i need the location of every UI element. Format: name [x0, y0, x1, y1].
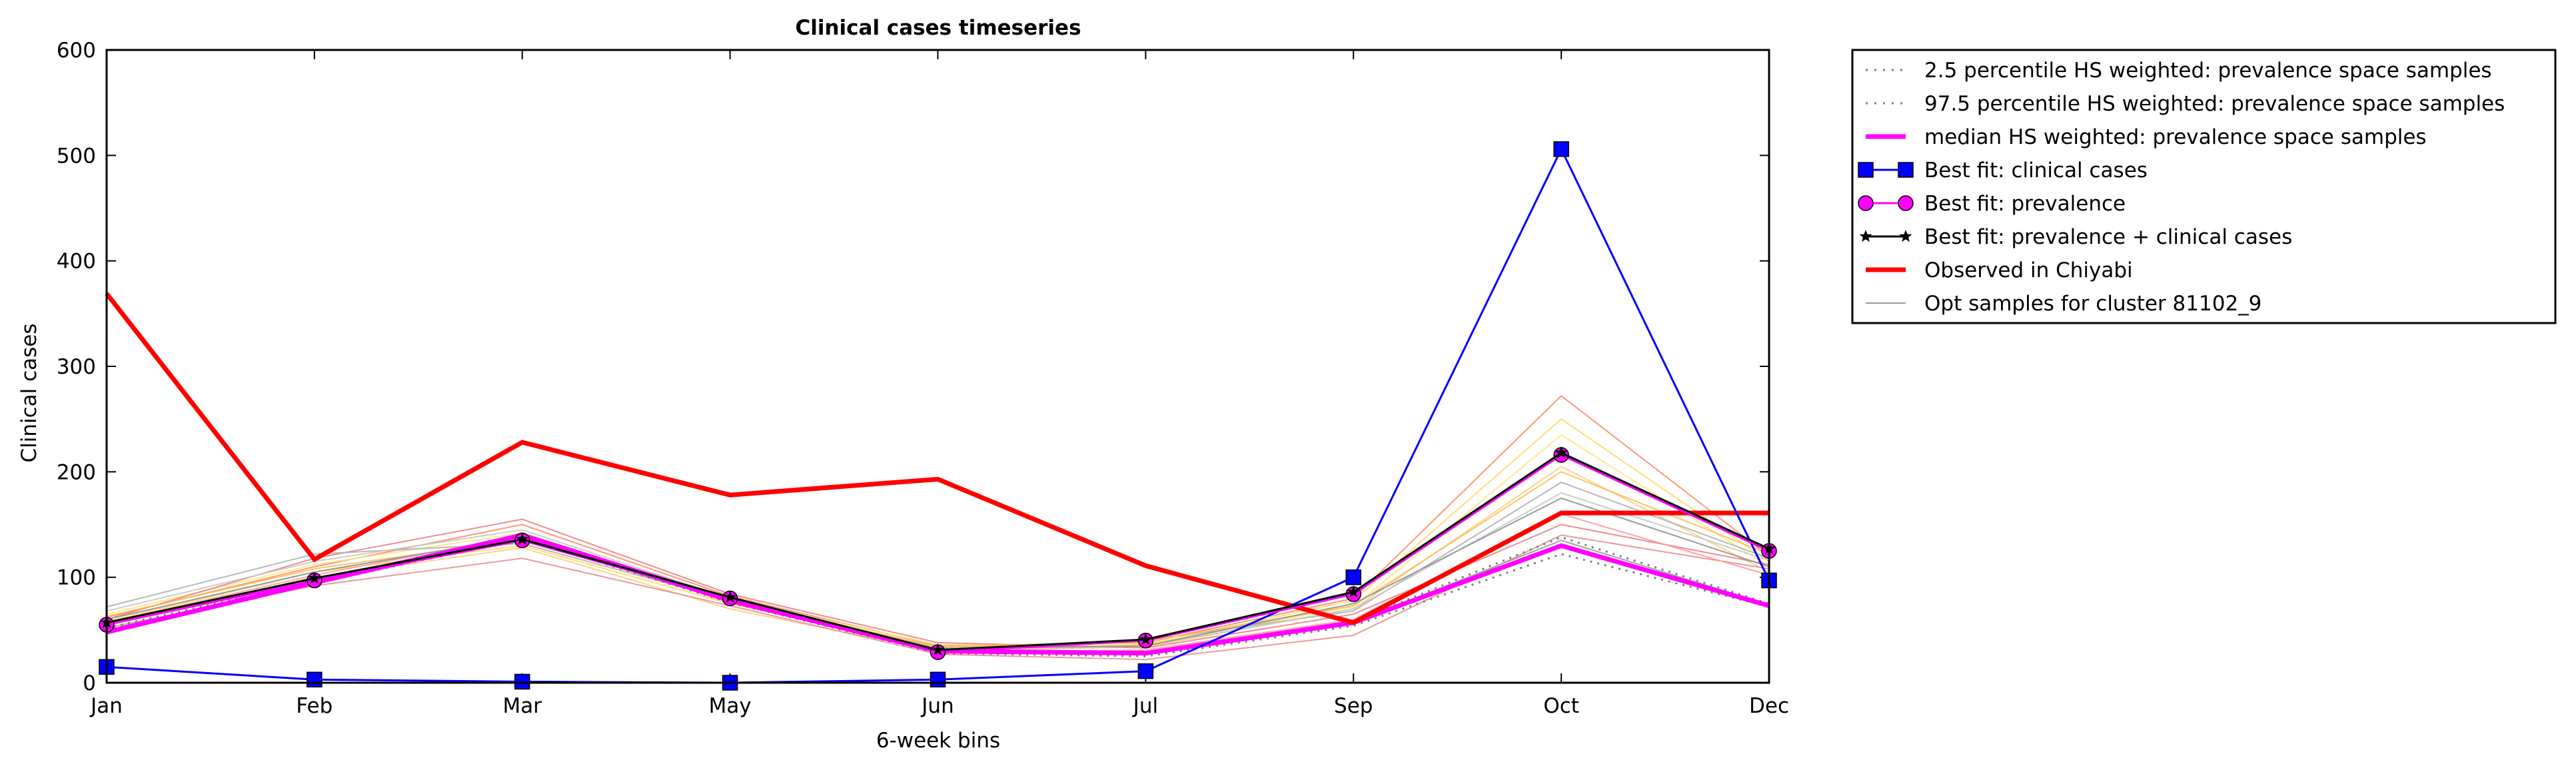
legend-label: median HS weighted: prevalence space sam…: [1924, 125, 2427, 149]
plot-area: 0 100 200 300 400 500 600 Jan Feb Mar May Jun Jul Sep…: [57, 39, 1789, 718]
legend-box: [1851, 49, 2557, 324]
legend-marker-square: [1858, 162, 1874, 178]
best-fit-clinical-point: [1553, 141, 1569, 157]
x-tick-label: Oct: [1543, 694, 1579, 718]
best-fit-clinical-point: [307, 671, 322, 687]
legend: 2.5 percentile HS weighted: prevalence s…: [1851, 49, 2557, 324]
best-fit-clinical-point: [1137, 663, 1154, 679]
y-tick-label: 400: [57, 250, 96, 274]
best-fit-both-point: [1555, 446, 1568, 458]
legend-label: Best fit: clinical cases: [1924, 159, 2148, 183]
best-fit-clinical-line: [106, 147, 1770, 684]
best-fit-both-point: [516, 532, 529, 545]
legend-label: Observed in Chiyabi: [1924, 258, 2133, 282]
best-fit-prevalence-line: [106, 454, 1770, 653]
x-tick-label: Jan: [89, 694, 123, 718]
axes-frame: [105, 49, 1770, 684]
x-tick-label: Jun: [920, 694, 954, 718]
legend-marker-star: [1859, 230, 1872, 242]
y-tick-label: 0: [83, 671, 96, 695]
legend-marker-star: [1899, 230, 1912, 242]
sample-line: [106, 534, 1770, 661]
legend-marker-square: [1898, 162, 1914, 178]
percentile-97-5-line: [106, 534, 1770, 655]
legend-marker-circle: [1898, 195, 1914, 211]
y-tick-label: 600: [57, 39, 96, 63]
x-tick-label: Dec: [1749, 694, 1789, 718]
legend-label: Best fit: prevalence: [1924, 192, 2126, 216]
best-fit-both-point: [1139, 633, 1152, 645]
x-tick-label: Sep: [1334, 694, 1373, 718]
sample-line: [106, 395, 1770, 647]
y-tick-label: 500: [57, 144, 96, 168]
observed-line: [105, 292, 1769, 625]
sample-line: [106, 434, 1770, 646]
legend-label: 97.5 percentile HS weighted: prevalence …: [1924, 92, 2505, 116]
median-line: [106, 532, 1770, 656]
y-tick-label: 100: [57, 566, 96, 590]
best-fit-both-point: [308, 572, 321, 584]
percentile-2-5-line: [106, 537, 1770, 657]
best-fit-both-point: [724, 590, 737, 603]
best-fit-clinical-point: [930, 671, 946, 687]
x-axis-label: 6-week bins: [876, 729, 1000, 753]
x-tick-label: May: [709, 694, 752, 718]
best-fit-both-point: [1347, 585, 1360, 597]
x-tick-label: Feb: [296, 694, 332, 718]
legend-label: Opt samples for cluster 81102_9: [1924, 292, 2261, 316]
best-fit-clinical-point: [514, 673, 530, 690]
chart-title: Clinical cases timeseries: [795, 16, 1081, 40]
legend-label: 2.5 percentile HS weighted: prevalence s…: [1924, 59, 2492, 83]
y-tick-label: 200: [57, 460, 96, 484]
best-fit-both-point: [932, 643, 944, 655]
y-axis-label: Clinical cases: [17, 323, 41, 462]
x-tick-label: Jul: [1132, 694, 1158, 718]
best-fit-clinical-point: [1345, 569, 1361, 585]
x-tick-label: Mar: [503, 694, 542, 718]
y-tick-label: 300: [57, 355, 96, 379]
legend-marker-circle: [1858, 195, 1874, 211]
legend-label: Best fit: prevalence + clinical cases: [1924, 225, 2292, 249]
sample-line: [106, 518, 1770, 649]
